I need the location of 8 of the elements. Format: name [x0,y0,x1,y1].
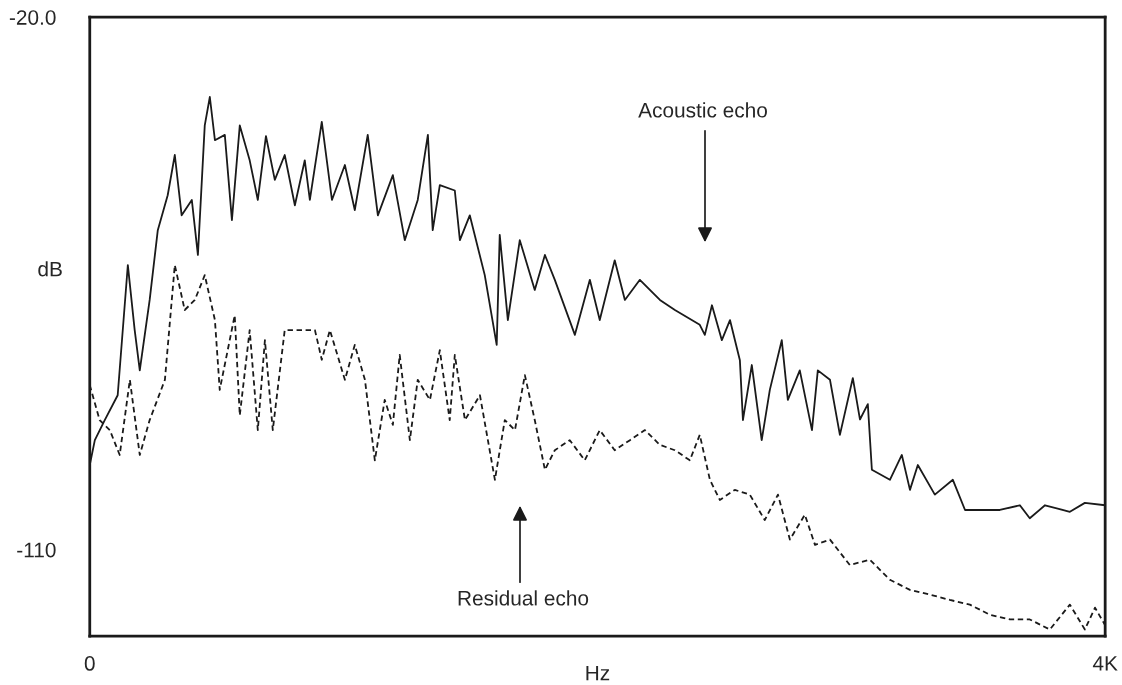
x-axis-title: Hz [586,665,610,681]
y-tick-label: -20.0 [9,10,56,25]
y-tick-label: -110 [17,542,56,558]
x-tick-label: 4K [1092,656,1118,671]
annotation: Acoustic echo [638,102,767,118]
x-tick-label: 0 [84,656,95,671]
y-axis-title: dB [38,261,62,277]
annotation: Residual echo [458,590,589,606]
